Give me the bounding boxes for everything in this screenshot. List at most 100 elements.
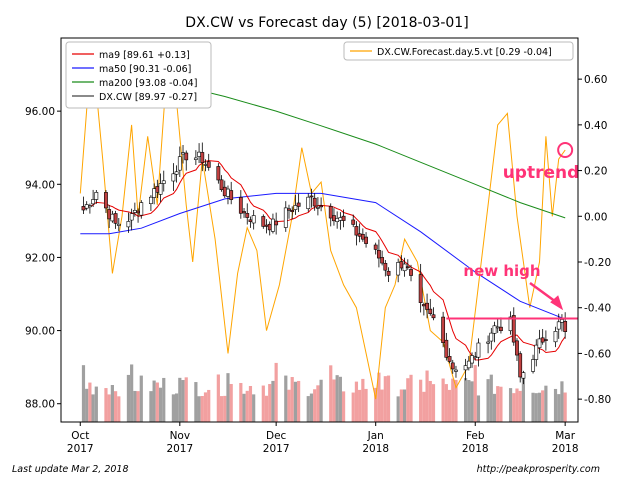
volume-bar xyxy=(271,380,275,422)
volume-bar xyxy=(306,396,310,422)
y-right-tick-label: -0.20 xyxy=(584,257,611,269)
legend-label: ma50 [90.31 -0.06] xyxy=(99,64,191,75)
candle-body xyxy=(421,304,426,307)
volume-bar xyxy=(406,378,410,422)
candle-body xyxy=(486,341,490,344)
volume-bar xyxy=(104,388,108,422)
candle-body xyxy=(492,325,497,334)
candle-body xyxy=(158,183,163,195)
volume-bar xyxy=(313,389,317,422)
chart-title: DX.CW vs Forecast day (5) [2018-03-01] xyxy=(185,15,468,31)
candle-body xyxy=(129,213,134,221)
volume-bar xyxy=(229,383,233,422)
forecast-line xyxy=(79,67,566,400)
x-tick-label: Dec xyxy=(266,430,287,442)
volume-bar xyxy=(476,395,481,422)
y-right-tick-label: -0.40 xyxy=(584,303,611,315)
volume-bar xyxy=(110,384,114,422)
candle-body xyxy=(287,208,291,211)
candle-body xyxy=(161,180,166,184)
candle-body xyxy=(518,353,523,378)
volume-bar xyxy=(351,392,355,422)
candle-body xyxy=(290,210,295,212)
candle-body xyxy=(531,359,535,372)
candle-body xyxy=(136,210,140,214)
ma50-line xyxy=(80,192,566,320)
volume-bar xyxy=(91,394,95,422)
annotations: uptrend new high xyxy=(446,142,579,320)
volume-bar xyxy=(216,374,220,422)
candle-body xyxy=(328,206,333,219)
candle-body xyxy=(447,356,452,362)
candle-body xyxy=(226,188,230,197)
candle-body xyxy=(309,195,314,198)
volume-bar xyxy=(399,389,403,422)
candle-body xyxy=(110,213,115,222)
legend-left: ma9 [89.61 +0.13] ma50 [90.31 -0.06] ma200… xyxy=(65,41,212,109)
legend-right-box xyxy=(343,41,574,61)
candle-body xyxy=(152,188,157,198)
candle-body xyxy=(409,269,413,276)
candle-body xyxy=(126,221,131,228)
volume-bar xyxy=(444,384,448,422)
candle-body xyxy=(521,372,526,379)
candlestick-series xyxy=(81,142,568,385)
candle-body xyxy=(383,262,388,271)
candle-body xyxy=(470,355,474,364)
volume-bar xyxy=(374,387,378,422)
volume-bar xyxy=(425,370,429,422)
volume-bar xyxy=(149,391,153,422)
volume-bar xyxy=(335,375,339,422)
volume-bar xyxy=(107,394,111,422)
candle-body xyxy=(466,360,471,369)
plot-frame xyxy=(60,37,579,423)
legend-right: DX.CW.Forecast.day.5.vt [0.29 -0.04] xyxy=(343,41,574,61)
candle-body xyxy=(229,190,234,200)
candle-body xyxy=(499,326,503,332)
candle-body xyxy=(556,321,561,330)
volume-bar xyxy=(117,396,121,422)
volume-bar xyxy=(197,396,201,422)
volume-bar xyxy=(512,393,516,422)
candle-body xyxy=(405,266,410,269)
legend-label: ma9 [89.61 +0.13] xyxy=(99,50,190,61)
candle-body xyxy=(402,263,407,272)
volume-bar xyxy=(518,390,522,422)
candle-body xyxy=(132,210,137,213)
legend-label: ma200 [93.08 -0.04] xyxy=(99,78,197,89)
candle-body xyxy=(251,215,256,224)
candle-body xyxy=(357,233,362,237)
volume-bar xyxy=(428,380,432,422)
x-tick-label: Jan xyxy=(367,430,384,442)
volume-bar xyxy=(252,394,256,422)
volume-bar xyxy=(88,382,92,422)
candle-body xyxy=(177,156,182,171)
candle-body xyxy=(149,196,153,204)
volume-bar xyxy=(557,394,561,422)
x-tick-year-label: 2018 xyxy=(552,443,579,455)
volume-bar xyxy=(139,375,143,422)
volume-bar xyxy=(544,385,548,422)
volume-bar xyxy=(297,380,301,422)
candle-body xyxy=(476,342,481,358)
volume-bar xyxy=(464,378,468,422)
candle-body xyxy=(104,192,108,209)
volume-bar xyxy=(223,395,227,422)
candle-body xyxy=(428,308,433,314)
candle-body xyxy=(293,205,298,210)
forecast-series xyxy=(79,67,566,400)
volume-bar xyxy=(338,376,342,422)
candle-body xyxy=(399,261,404,269)
volume-bar xyxy=(319,379,323,422)
volume-bar xyxy=(207,389,211,422)
candle-body xyxy=(364,236,368,244)
volume-bar xyxy=(361,378,365,422)
volume-bar xyxy=(537,392,542,422)
volume-bar xyxy=(203,392,208,422)
volume-bar xyxy=(354,381,359,422)
volume-bar xyxy=(521,372,526,422)
candle-body xyxy=(139,202,144,216)
candle-body xyxy=(425,302,429,310)
ma50-series xyxy=(80,192,566,320)
candle-body xyxy=(267,223,272,231)
